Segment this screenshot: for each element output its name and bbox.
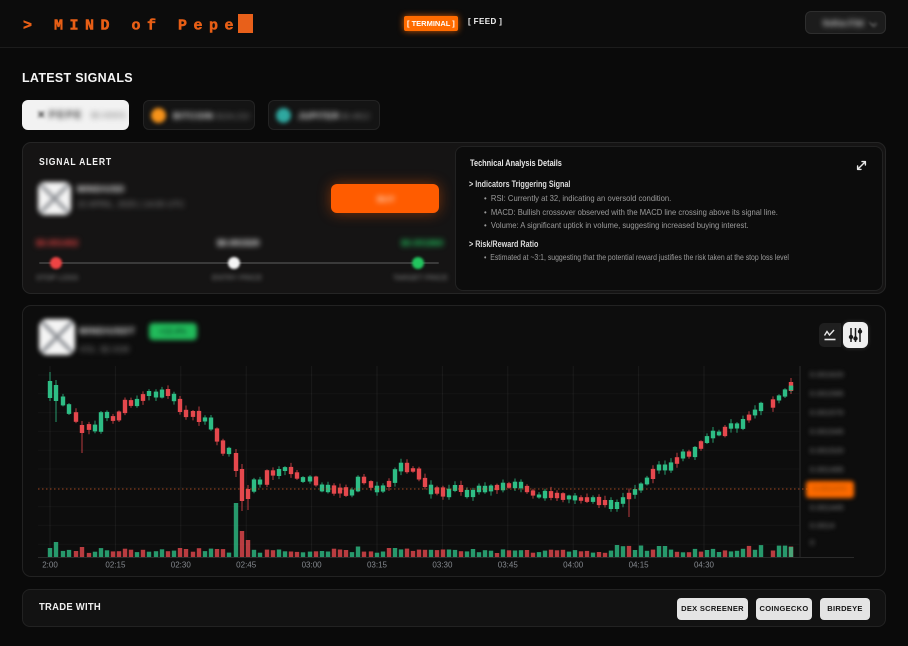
svg-text:03:30: 03:30: [432, 561, 453, 570]
svg-text:03:15: 03:15: [367, 561, 388, 570]
svg-text:04:30: 04:30: [694, 561, 715, 570]
svg-text:03:45: 03:45: [498, 561, 519, 570]
svg-text:04:00: 04:00: [563, 561, 584, 570]
svg-text:02:15: 02:15: [105, 561, 126, 570]
svg-text:02:45: 02:45: [236, 561, 257, 570]
svg-text:2:00: 2:00: [42, 561, 58, 570]
svg-text:03:00: 03:00: [302, 561, 323, 570]
svg-text:04:15: 04:15: [629, 561, 650, 570]
svg-text:02:30: 02:30: [171, 561, 192, 570]
